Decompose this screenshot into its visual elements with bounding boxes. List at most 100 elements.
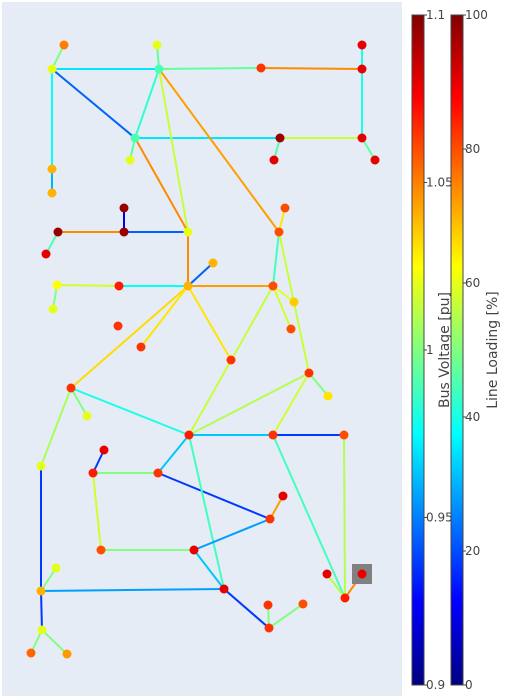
bus-40 — [99, 445, 109, 455]
bus-50 — [357, 569, 367, 579]
line-39 — [70, 387, 88, 417]
line-16 — [158, 68, 189, 233]
bus-voltage-colorbar-title: Bus Voltage [pu] — [437, 292, 453, 408]
line-53 — [92, 472, 102, 551]
bus-29 — [113, 321, 123, 331]
line-loading-tick-label-1: 20 — [465, 544, 480, 558]
line-55 — [193, 518, 271, 551]
bus-46 — [96, 545, 106, 555]
line-61 — [40, 590, 43, 631]
line-35 — [140, 285, 189, 348]
line-loading-tick-label-3: 60 — [465, 276, 480, 290]
line-56 — [193, 549, 225, 590]
bus-51 — [36, 586, 46, 596]
bus-23 — [52, 280, 62, 290]
bus-21 — [41, 249, 51, 259]
bus-41 — [36, 461, 46, 471]
bus-voltage-tick-label-3: 1.05 — [426, 176, 453, 190]
bus-24 — [114, 281, 124, 291]
bus-voltage-colorbar: 0.9 0.95 1 1.05 1.1 Bus Voltage [pu] — [411, 8, 453, 692]
bus-30 — [286, 324, 296, 334]
bus-voltage-tick-label-4: 1.1 — [426, 8, 445, 22]
bus-11 — [269, 155, 279, 165]
bus-38 — [268, 430, 278, 440]
line-60 — [40, 567, 57, 592]
bus-20 — [274, 227, 284, 237]
line-42 — [188, 372, 310, 436]
line-29 — [272, 231, 280, 287]
bus-49 — [322, 569, 332, 579]
bus-16 — [280, 203, 290, 213]
bus-57 — [264, 623, 274, 633]
line-66 — [268, 603, 304, 629]
bus-19 — [183, 227, 193, 237]
bus-54 — [263, 600, 273, 610]
bus-25 — [183, 281, 193, 291]
bus-12 — [370, 155, 380, 165]
bus-48 — [51, 563, 61, 573]
bus-22 — [208, 258, 218, 268]
bus-3 — [47, 64, 57, 74]
line-10 — [134, 68, 160, 139]
bus-voltage-colorbar-bar — [411, 14, 425, 686]
bus-0 — [59, 40, 69, 50]
line-47 — [272, 434, 346, 599]
bus-35 — [323, 391, 333, 401]
bus-voltage-tick-label-2: 1 — [426, 343, 434, 357]
buses-layer — [26, 40, 380, 659]
bus-voltage-tick-label-1: 0.95 — [426, 511, 453, 525]
bus-43 — [153, 468, 163, 478]
line-26 — [56, 284, 120, 287]
line-loading-colorbar-title: Line Loading [%] — [485, 291, 501, 409]
line-loading-ticks: 0 20 40 60 80 100 — [463, 8, 488, 692]
line-3 — [260, 67, 363, 70]
line-33 — [272, 285, 292, 330]
line-loading-colorbar: 0 20 40 60 80 100 Line Loading [%] — [450, 8, 501, 692]
bus-7 — [130, 133, 140, 143]
bus-33 — [304, 368, 314, 378]
line-38 — [308, 372, 329, 397]
line-40 — [70, 387, 190, 436]
line-67 — [326, 573, 346, 599]
line-63 — [41, 629, 68, 655]
bus-18 — [119, 227, 129, 237]
bus-1 — [152, 40, 162, 50]
line-2 — [158, 67, 262, 70]
bus-37 — [184, 430, 194, 440]
line-9 — [51, 68, 136, 139]
line-46 — [343, 434, 346, 599]
line-loading-tick-label-0: 0 — [465, 678, 473, 692]
bus-42 — [88, 468, 98, 478]
bus-32 — [226, 355, 236, 365]
line-64 — [223, 588, 270, 629]
line-loading-tick-label-4: 80 — [465, 142, 480, 156]
bus-voltage-ticks: 0.9 0.95 1 1.05 1.1 — [424, 8, 453, 692]
bus-55 — [298, 599, 308, 609]
bus-13 — [47, 164, 57, 174]
bus-8 — [275, 133, 285, 143]
line-loading-colorbar-bar — [450, 14, 464, 686]
bus-59 — [62, 649, 72, 659]
line-17 — [158, 68, 280, 233]
bus-47 — [189, 545, 199, 555]
line-loading-tick-label-5: 100 — [465, 8, 488, 22]
bus-5 — [256, 63, 266, 73]
line-36 — [187, 285, 232, 361]
bus-52 — [219, 584, 229, 594]
bus-34 — [66, 383, 76, 393]
bus-26 — [268, 281, 278, 291]
line-52 — [188, 434, 225, 590]
plot-area — [2, 2, 402, 696]
line-50 — [157, 434, 190, 474]
line-34 — [70, 285, 189, 389]
bus-58 — [26, 648, 36, 658]
bus-15 — [119, 203, 129, 213]
bus-44 — [278, 491, 288, 501]
bus-2 — [357, 40, 367, 50]
bus-36 — [82, 411, 92, 421]
line-25 — [187, 262, 214, 287]
line-59 — [40, 588, 225, 592]
line-51 — [157, 472, 271, 520]
bus-6 — [357, 64, 367, 74]
